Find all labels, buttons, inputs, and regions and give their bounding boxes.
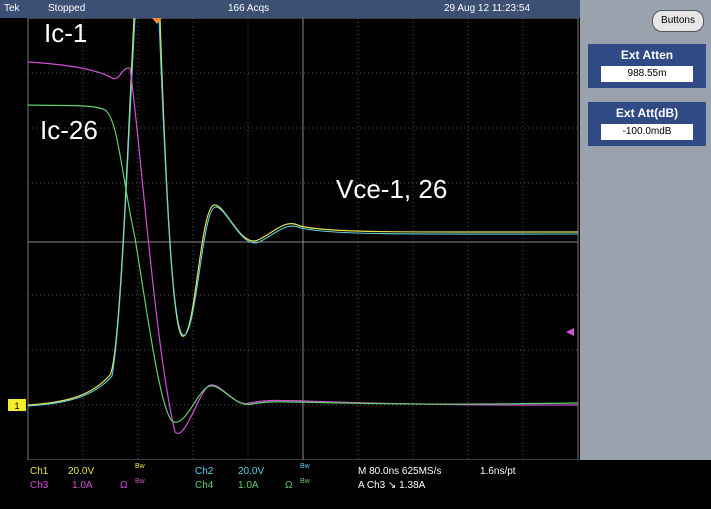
trigger: A Ch3 ↘ 1.38A bbox=[358, 480, 426, 491]
ch-scale: 1.0A bbox=[72, 480, 93, 491]
ch-bw: Bw bbox=[135, 463, 145, 470]
ch-scale: 1.0A bbox=[238, 480, 259, 491]
annotation: Ic-26 bbox=[40, 115, 98, 145]
ch-name: Ch4 bbox=[195, 480, 214, 491]
frame bbox=[27, 18, 579, 460]
trace-ic26 bbox=[27, 104, 579, 423]
resolution: 1.6ns/pt bbox=[480, 466, 516, 477]
ext-atten[interactable]: Ext Atten 988.55m bbox=[588, 44, 706, 88]
acquisitions: 166 Acqs bbox=[228, 3, 270, 14]
ext-att-db[interactable]: Ext Att(dB) -100.0mdB bbox=[588, 102, 706, 146]
status-bar: Tek Stopped 166 Acqs 29 Aug 12 11:23:54 bbox=[0, 0, 580, 18]
ch-scale: 20.0V bbox=[68, 466, 95, 477]
ch-bw: Bw bbox=[300, 478, 310, 485]
status: Stopped bbox=[48, 3, 86, 14]
annotation: Vce-1, 26 bbox=[336, 174, 448, 204]
ch-bw: Bw bbox=[300, 463, 310, 470]
datetime: 29 Aug 12 11:23:54 bbox=[444, 3, 531, 14]
ch-scale: 20.0V bbox=[238, 466, 265, 477]
annotation: Ic-1 bbox=[44, 18, 88, 48]
label: Ext Att(dB) bbox=[615, 106, 679, 120]
footer: Ch1 20.0V Bw Ch2 20.0V Bw Ch3 1.0A Ω Bw … bbox=[0, 460, 711, 509]
side-panel: Buttons Ext Atten 988.55m Ext Att(dB) -100… bbox=[580, 0, 711, 460]
waveform-display: 1 bbox=[8, 18, 579, 460]
ground-marker-label: 1 bbox=[14, 401, 19, 411]
ch-term: Ω bbox=[120, 480, 128, 491]
ground-marker bbox=[8, 399, 26, 411]
buttons-button[interactable]: Buttons bbox=[652, 10, 704, 32]
ch-name: Ch3 bbox=[30, 480, 49, 491]
ch-term: Ω bbox=[285, 480, 293, 491]
label: Ext Atten bbox=[620, 48, 674, 62]
ch-name: Ch1 bbox=[30, 466, 49, 477]
axis-lines bbox=[28, 18, 578, 460]
value: -100.0mdB bbox=[601, 124, 693, 140]
ch-name: Ch2 bbox=[195, 466, 214, 477]
timebase: M 80.0ns 625MS/s bbox=[358, 466, 442, 477]
level-marker bbox=[566, 328, 574, 336]
trace-ic1 bbox=[27, 61, 579, 435]
trigger-marker bbox=[152, 18, 162, 24]
ch-bw: Bw bbox=[135, 478, 145, 485]
brand: Tek bbox=[4, 3, 20, 14]
trace-vce26 bbox=[27, 18, 579, 407]
value: 988.55m bbox=[601, 66, 693, 82]
